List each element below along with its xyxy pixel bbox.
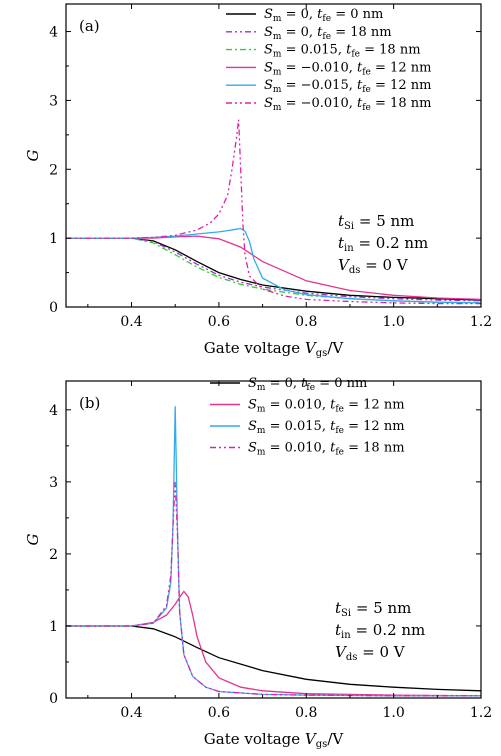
plot-frame [65, 380, 482, 699]
parameter-note: tin = 0.2 nm [335, 621, 425, 641]
y-tick-label: 3 [49, 93, 58, 109]
x-tick-label: 0.6 [208, 705, 230, 721]
y-tick-label: 4 [49, 403, 58, 419]
series-line-2 [66, 590, 481, 697]
legend-entry: Sm = 0.015, tfe = 12 nm [248, 419, 405, 436]
legend-entry: Sm = 0.010, tfe = 18 nm [248, 441, 405, 458]
plot-frame [65, 3, 482, 308]
x-axis-label: Gate voltage Vgs/V [204, 339, 345, 359]
x-tick-label: 0.8 [295, 314, 317, 330]
y-tick-label: 2 [49, 547, 58, 563]
y-axis-label: G [24, 533, 42, 545]
legend-entry: Sm = 0, tfe = 18 nm [264, 25, 392, 42]
legend-entry: Sm = −0.010, tfe = 12 nm [264, 60, 431, 77]
x-axis-label: Gate voltage Vgs/V [204, 730, 345, 750]
parameter-note: tin = 0.2 nm [338, 234, 428, 254]
series-group [66, 406, 481, 697]
panel-label: (a) [79, 17, 100, 35]
x-tick-label: 1.2 [470, 705, 492, 721]
legend: Sm = 0, tfe = 0 nm Sm = 0.010, tfe = 12 n… [210, 376, 405, 458]
x-tick-label: 0.4 [120, 705, 142, 721]
x-tick-label: 0.6 [208, 314, 230, 330]
x-tick-label: 1.0 [382, 314, 404, 330]
chart-panel-b: 0.4 0.6 0.8 1.0 1.2 0 1 2 3 4 Gate voltage Vgs/V G (… [24, 376, 492, 750]
legend-entry: Sm = −0.010, tfe = 18 nm [264, 96, 431, 113]
y-axis-label: G [24, 149, 42, 161]
legend-entry: Sm = 0.010, tfe = 12 nm [248, 398, 405, 415]
y-tick-label: 2 [49, 162, 58, 178]
x-tick-label: 0.8 [295, 705, 317, 721]
series-line-5 [66, 227, 481, 304]
x-tick-label: 0.4 [120, 314, 142, 330]
series-line-1 [66, 625, 481, 692]
y-tick-label: 4 [49, 25, 58, 41]
legend-entry: Sm = 0, tfe = 0 nm [248, 376, 367, 393]
chart-panel-a: 0.4 0.6 0.8 1.0 1.2 0 1 2 3 4 Gate voltage Vgs/V G (… [24, 3, 492, 359]
y-tick-label: 1 [49, 619, 58, 635]
panel-label: (b) [79, 394, 100, 412]
series-line-6 [66, 119, 481, 305]
legend-entry: Sm = −0.015, tfe = 12 nm [264, 78, 431, 95]
series-line-4 [66, 481, 481, 697]
x-tick-label: 1.2 [470, 314, 492, 330]
parameter-note: tSi = 5 nm [335, 599, 411, 619]
series-line-1 [66, 237, 481, 301]
series-line-4 [66, 235, 481, 301]
y-tick-label: 0 [49, 691, 58, 707]
parameter-note: Vds = 0 V [335, 643, 406, 663]
x-tick-label: 1.0 [382, 705, 404, 721]
series-group [66, 119, 481, 305]
y-tick-label: 3 [49, 475, 58, 491]
legend-entry: Sm = 0, tfe = 0 nm [264, 7, 383, 24]
parameter-note: Vds = 0 V [338, 256, 409, 276]
y-tick-label: 1 [49, 231, 58, 247]
series-line-2 [66, 237, 481, 302]
legend-entry: Sm = 0.015, tfe = 18 nm [264, 43, 421, 60]
y-tick-label: 0 [49, 300, 58, 316]
parameter-note: tSi = 5 nm [338, 212, 414, 232]
